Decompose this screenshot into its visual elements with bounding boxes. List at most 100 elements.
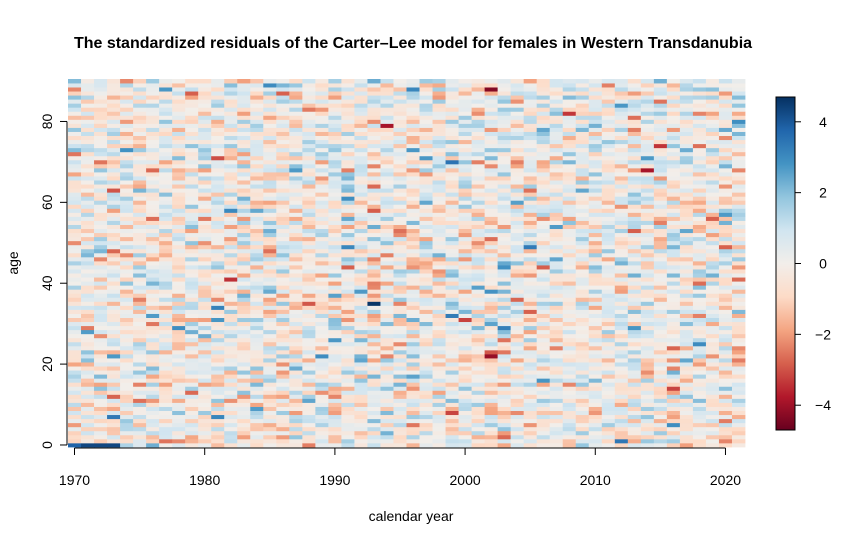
heatmap-cell (289, 426, 303, 432)
heatmap-cell (250, 196, 264, 201)
heatmap-cell (458, 147, 472, 153)
heatmap-cell (185, 131, 199, 137)
heatmap-cell (718, 123, 733, 128)
heatmap-cell (81, 127, 95, 132)
heatmap-cell (393, 305, 407, 310)
heatmap-cell (185, 285, 199, 290)
heatmap-cell (81, 382, 95, 387)
heatmap-cell (393, 224, 407, 230)
heatmap-cell (146, 402, 160, 407)
heatmap-cell (562, 123, 577, 128)
heatmap-cell (614, 99, 629, 104)
heatmap-cell (289, 337, 303, 343)
heatmap-cell (471, 216, 486, 221)
heatmap-cell (289, 192, 303, 197)
heatmap-cell (393, 119, 407, 124)
heatmap-cell (406, 79, 420, 84)
heatmap-cell (107, 159, 121, 165)
heatmap-cell (497, 273, 512, 278)
heatmap-cell (289, 236, 303, 242)
heatmap-cell (237, 289, 251, 294)
heatmap-cell (731, 349, 746, 355)
heatmap-cell (354, 410, 368, 416)
heatmap-cell (380, 358, 394, 363)
heatmap-cell (94, 442, 108, 448)
heatmap-cell (341, 418, 355, 424)
heatmap-cell (289, 422, 303, 428)
heatmap-cell (393, 240, 407, 246)
heatmap-cell (94, 370, 108, 375)
heatmap-cell (718, 297, 733, 302)
heatmap-cell (666, 216, 681, 221)
heatmap-cell (510, 386, 525, 391)
heatmap-cell (458, 398, 472, 403)
heatmap-cell (731, 418, 746, 424)
heatmap-cell (484, 163, 499, 169)
heatmap-cell (705, 289, 720, 294)
heatmap-cell (367, 265, 381, 270)
heatmap-cell (731, 341, 746, 347)
heatmap-cell (497, 172, 512, 177)
heatmap-cell (120, 438, 134, 444)
heatmap-cell (198, 135, 212, 141)
heatmap-cell (315, 115, 329, 120)
heatmap-cell (367, 256, 381, 262)
heatmap-cell (302, 358, 316, 363)
heatmap-cell (133, 216, 147, 221)
heatmap-cell (705, 204, 720, 209)
heatmap-cell (588, 398, 603, 403)
heatmap-cell (484, 139, 499, 145)
heatmap-cell (393, 79, 407, 84)
heatmap-cell (302, 188, 316, 193)
x-tick-label: 1970 (59, 472, 90, 488)
heatmap-cell (432, 208, 446, 213)
heatmap-cell (679, 119, 694, 124)
heatmap-cell (458, 216, 472, 221)
heatmap-cell (367, 111, 381, 116)
heatmap-cell (601, 256, 616, 262)
heatmap-cell (666, 192, 681, 197)
heatmap-cell (562, 143, 577, 149)
heatmap-cell (445, 107, 459, 112)
heatmap-cell (328, 341, 342, 347)
heatmap-cell (679, 349, 694, 355)
heatmap-cell (146, 265, 160, 270)
heatmap-cell (627, 382, 642, 387)
heatmap-cell (549, 236, 564, 242)
heatmap-cell (406, 192, 420, 197)
heatmap-cell (211, 349, 225, 355)
heatmap-cell (94, 220, 108, 225)
heatmap-cell (81, 147, 95, 153)
heatmap-cell (341, 244, 355, 250)
heatmap-cell (120, 305, 134, 310)
heatmap-cell (224, 135, 238, 141)
heatmap-cell (237, 390, 251, 395)
heatmap-cell (276, 402, 290, 407)
heatmap-cell (198, 131, 212, 137)
heatmap-cell (276, 87, 290, 92)
heatmap-cell (562, 107, 577, 112)
heatmap-cell (237, 143, 251, 149)
heatmap-cell (718, 309, 733, 314)
heatmap-cell (224, 297, 238, 302)
heatmap-cell (640, 297, 655, 302)
heatmap-cell (445, 260, 459, 266)
heatmap-cell (146, 147, 160, 153)
heatmap-cell (666, 341, 681, 347)
heatmap-cell (146, 252, 160, 258)
heatmap-cell (549, 390, 564, 395)
heatmap-cell (562, 353, 577, 359)
heatmap-cell (68, 297, 82, 302)
heatmap-cell (406, 135, 420, 141)
heatmap-cell (406, 228, 420, 234)
heatmap-cell (653, 362, 668, 367)
heatmap-cell (562, 277, 577, 282)
heatmap-cell (627, 321, 642, 327)
heatmap-cell (484, 366, 499, 371)
heatmap-cell (302, 103, 316, 108)
heatmap-cell (289, 188, 303, 193)
heatmap-cell (263, 228, 277, 234)
heatmap-cell (536, 390, 551, 395)
heatmap-cell (393, 204, 407, 209)
heatmap-cell (302, 155, 316, 161)
